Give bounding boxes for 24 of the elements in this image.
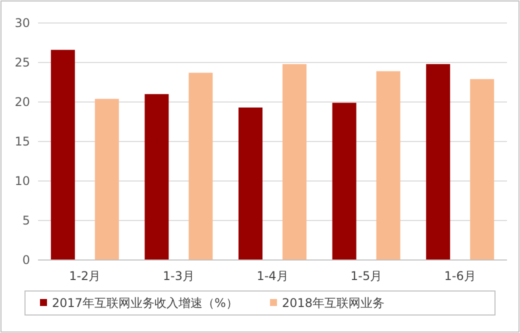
y-tick-label: 15: [14, 134, 30, 148]
y-tick-label: 30: [14, 16, 30, 30]
bar: [144, 94, 169, 260]
bar: [332, 102, 356, 260]
bar: [238, 108, 262, 260]
y-tick-label: 10: [14, 174, 30, 188]
bar: [94, 98, 119, 260]
y-tick-label: 0: [22, 253, 30, 267]
bar: [426, 64, 450, 260]
x-tick-label: 1-4月: [256, 269, 288, 283]
x-tick-label: 1-5月: [350, 269, 382, 283]
legend-label: 2017年互联网业务收入增速（%）: [52, 296, 238, 310]
bar: [50, 50, 75, 260]
bar: [282, 64, 306, 260]
y-tick-label: 25: [14, 56, 30, 70]
y-tick-label: 5: [22, 214, 30, 228]
y-tick-label: 20: [14, 95, 30, 109]
bar: [376, 71, 400, 260]
bar: [188, 72, 213, 260]
x-tick-label: 1-2月: [69, 269, 101, 283]
x-tick-label: 1-3月: [162, 269, 195, 283]
legend-label: 2018年互联网业务: [282, 296, 385, 310]
bar: [470, 79, 494, 260]
x-tick-label: 1-6月: [444, 269, 476, 283]
